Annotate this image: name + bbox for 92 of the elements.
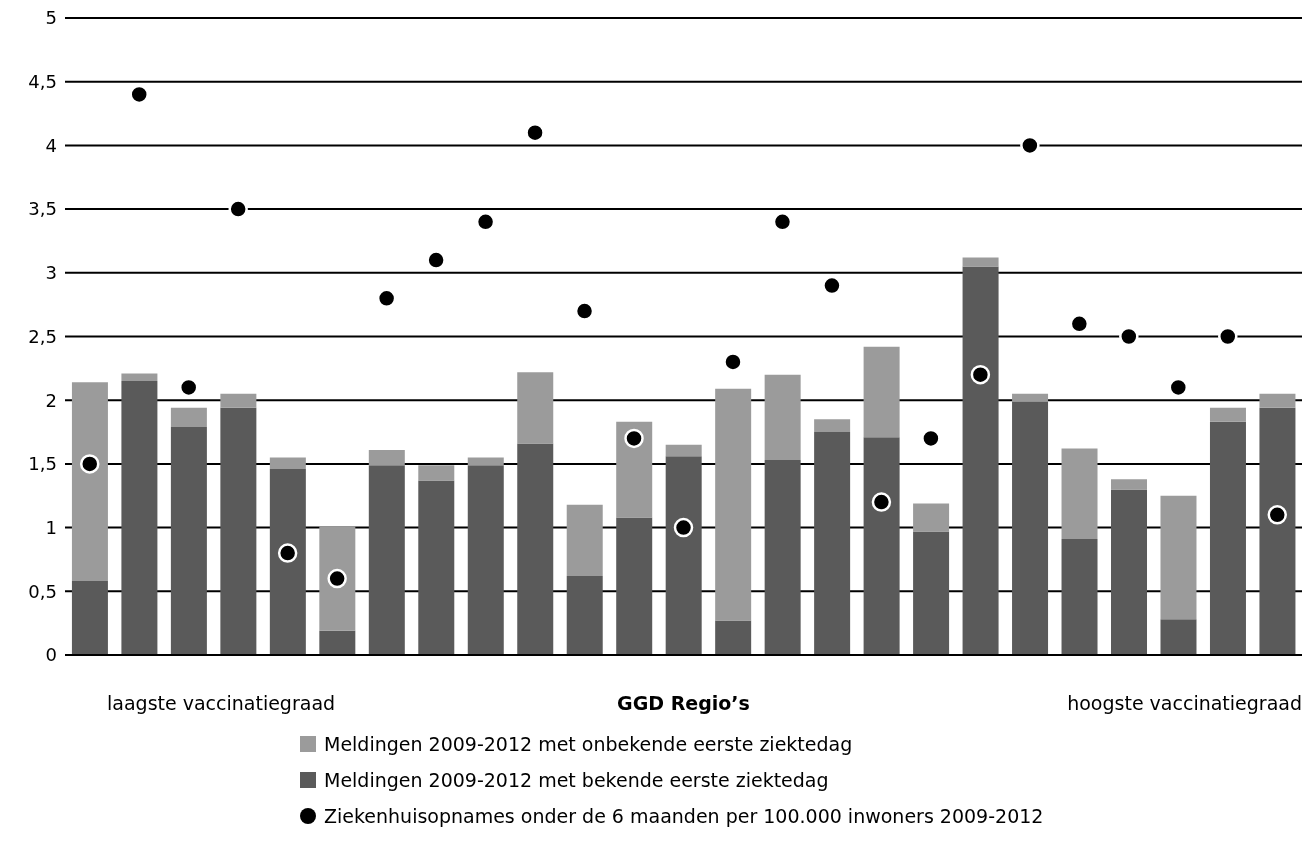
y-tick-label: 3 xyxy=(45,262,57,284)
bar xyxy=(1209,421,1246,655)
y-tick-label: 1,5 xyxy=(28,453,57,475)
point xyxy=(871,492,892,512)
bar xyxy=(269,469,306,655)
point xyxy=(921,428,941,449)
point xyxy=(426,250,446,270)
bar xyxy=(962,257,999,267)
bar xyxy=(566,504,603,577)
text: hoogste vaccinatiegraad xyxy=(1067,692,1302,714)
point xyxy=(772,212,793,232)
bar xyxy=(269,457,306,469)
bar xyxy=(665,444,702,457)
point xyxy=(475,212,496,232)
y-tick-label: 3,5 xyxy=(28,198,57,220)
bar xyxy=(764,374,801,461)
y-tick-label: 2 xyxy=(45,389,57,411)
bar xyxy=(715,388,752,621)
bar xyxy=(220,407,257,655)
bar xyxy=(368,465,405,655)
y-tick-label: 5 xyxy=(45,7,57,29)
legend-label: Ziekenhuisopnames onder de 6 maanden per 100.000 inwoners 2009-2012 xyxy=(324,804,1044,829)
bar xyxy=(616,517,653,655)
point xyxy=(178,377,199,398)
bar xyxy=(1160,495,1197,620)
bar xyxy=(467,465,504,655)
bar xyxy=(962,266,999,655)
y-tick-label: 4,5 xyxy=(28,71,57,93)
bar xyxy=(863,437,900,655)
bar xyxy=(814,419,851,433)
point xyxy=(79,454,100,474)
bar xyxy=(1160,619,1197,655)
bar xyxy=(814,432,851,655)
point xyxy=(1069,314,1090,334)
bar xyxy=(913,503,950,532)
bar xyxy=(418,480,455,655)
point xyxy=(624,428,644,449)
legend-label: Meldingen 2009-2012 met bekende eerste ziektedag xyxy=(324,768,829,793)
bar xyxy=(764,460,801,655)
point xyxy=(228,199,248,219)
point xyxy=(673,517,694,538)
bar xyxy=(1012,401,1049,655)
bar xyxy=(368,449,405,466)
y-tick-label: 0,5 xyxy=(28,580,57,602)
bar xyxy=(616,421,653,518)
point xyxy=(376,288,397,309)
bar xyxy=(319,526,356,631)
point xyxy=(129,84,149,105)
point xyxy=(822,275,842,296)
bar xyxy=(1061,539,1098,655)
point xyxy=(1119,326,1139,347)
bar xyxy=(913,531,950,655)
point xyxy=(1267,505,1288,525)
bar xyxy=(418,465,455,481)
bar xyxy=(1259,393,1296,408)
bar xyxy=(566,576,603,655)
bar xyxy=(220,393,257,408)
point xyxy=(1020,135,1040,156)
bar xyxy=(1111,479,1148,490)
bar xyxy=(863,346,900,438)
bar xyxy=(1012,393,1049,402)
bar xyxy=(319,630,356,655)
bar xyxy=(170,407,207,427)
y-tick-label: 1 xyxy=(45,516,57,538)
point xyxy=(970,364,991,385)
bar xyxy=(1061,448,1098,540)
text: laagste vaccinatiegraad xyxy=(107,692,336,714)
y-tick-label: 4 xyxy=(45,134,57,156)
bar xyxy=(71,581,108,655)
y-tick-label: 2,5 xyxy=(28,325,57,347)
bar xyxy=(1259,407,1296,655)
point xyxy=(574,301,595,321)
bar xyxy=(1209,407,1246,422)
point xyxy=(525,122,545,143)
bar xyxy=(121,381,158,655)
bar xyxy=(715,620,752,655)
bar xyxy=(665,456,702,655)
y-tick-label: 0 xyxy=(45,644,57,666)
bar xyxy=(71,382,108,582)
bar xyxy=(517,443,554,655)
bar xyxy=(121,373,158,382)
bar xyxy=(517,372,554,444)
bar xyxy=(170,426,207,655)
point xyxy=(1218,326,1238,347)
point xyxy=(277,543,298,563)
point xyxy=(327,568,347,589)
point xyxy=(723,352,743,372)
x-axis-title: GGD Regio’s xyxy=(617,692,750,714)
point xyxy=(1168,377,1189,398)
bar xyxy=(467,457,504,466)
bar xyxy=(1111,489,1148,655)
legend-label: Meldingen 2009-2012 met onbekende eerste ziektedag xyxy=(324,732,853,757)
